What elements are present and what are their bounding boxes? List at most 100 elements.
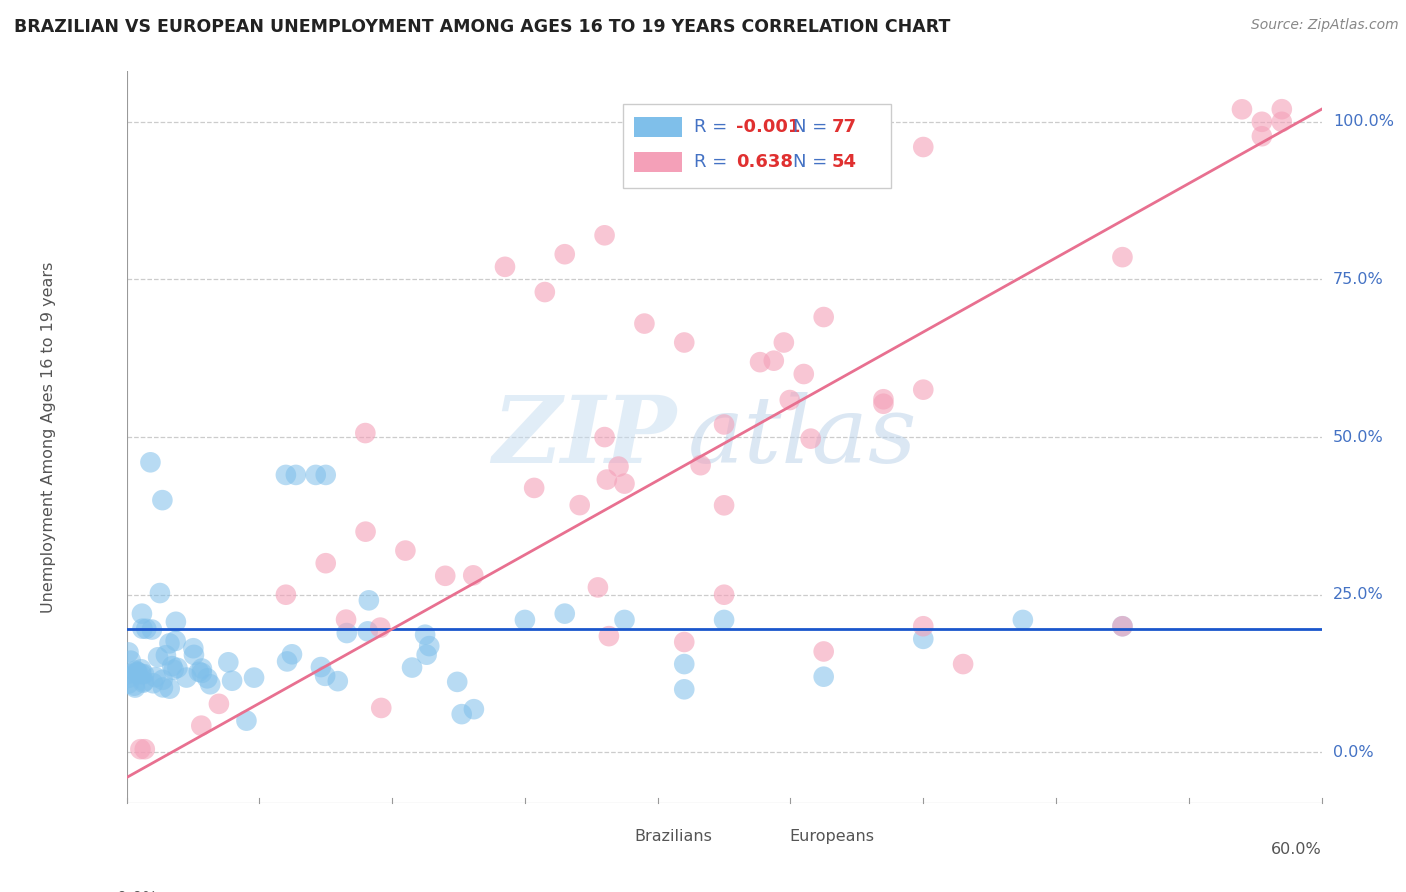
FancyBboxPatch shape — [623, 104, 891, 188]
Point — [912, 619, 935, 633]
Text: Unemployment Among Ages 16 to 19 years: Unemployment Among Ages 16 to 19 years — [41, 261, 56, 613]
Point — [191, 661, 214, 675]
FancyBboxPatch shape — [586, 826, 623, 847]
Text: 0.0%: 0.0% — [117, 890, 157, 892]
Text: 54: 54 — [831, 153, 856, 171]
Point — [129, 742, 152, 756]
Text: N =: N = — [793, 118, 834, 136]
Text: Source: ZipAtlas.com: Source: ZipAtlas.com — [1251, 18, 1399, 32]
Point — [127, 665, 149, 680]
Point — [762, 353, 785, 368]
Point — [357, 624, 380, 639]
Text: 75.0%: 75.0% — [1333, 272, 1384, 287]
Point — [124, 681, 146, 695]
Text: 77: 77 — [831, 118, 856, 136]
Point — [1230, 103, 1253, 117]
Point — [1111, 619, 1133, 633]
Text: 25.0%: 25.0% — [1333, 587, 1384, 602]
Point — [813, 644, 835, 658]
Point — [394, 543, 416, 558]
Point — [315, 556, 337, 570]
Point — [593, 430, 616, 444]
Point — [773, 335, 796, 350]
FancyBboxPatch shape — [634, 117, 682, 137]
Point — [159, 636, 181, 650]
Text: N =: N = — [793, 153, 834, 171]
Point — [673, 657, 696, 671]
Point — [586, 581, 609, 595]
Point — [1111, 619, 1133, 633]
Point — [872, 392, 894, 407]
Point — [354, 524, 377, 539]
Point — [124, 664, 146, 678]
Point — [336, 626, 359, 640]
Point — [131, 667, 153, 681]
Point — [129, 662, 152, 676]
Text: Europeans: Europeans — [790, 829, 875, 844]
Point — [713, 417, 735, 432]
Point — [607, 459, 630, 474]
Point — [401, 660, 423, 674]
Point — [1011, 613, 1033, 627]
Point — [181, 641, 204, 656]
Point — [200, 677, 222, 691]
Point — [131, 607, 153, 621]
Point — [598, 629, 620, 643]
Point — [117, 676, 139, 690]
Point — [463, 702, 485, 716]
Point — [800, 432, 823, 446]
Point — [513, 613, 536, 627]
Point — [176, 671, 198, 685]
Point — [463, 568, 485, 582]
Point — [315, 467, 337, 482]
Point — [1111, 250, 1133, 264]
Point — [139, 455, 162, 469]
Point — [415, 648, 437, 662]
Text: ZIP: ZIP — [492, 392, 676, 482]
Point — [314, 669, 336, 683]
Point — [434, 569, 457, 583]
Point — [813, 310, 835, 324]
Point — [418, 639, 440, 653]
Point — [1271, 102, 1294, 116]
Point — [673, 682, 696, 697]
Point — [125, 665, 148, 679]
Point — [125, 666, 148, 681]
Point — [523, 481, 546, 495]
Text: 100.0%: 100.0% — [1333, 114, 1393, 129]
Text: 0.0%: 0.0% — [1333, 745, 1374, 760]
Point — [221, 673, 243, 688]
Text: BRAZILIAN VS EUROPEAN UNEMPLOYMENT AMONG AGES 16 TO 19 YEARS CORRELATION CHART: BRAZILIAN VS EUROPEAN UNEMPLOYMENT AMONG… — [14, 18, 950, 36]
Point — [633, 317, 655, 331]
Point — [131, 622, 153, 636]
Point — [284, 467, 307, 482]
Point — [190, 719, 212, 733]
Point — [533, 285, 555, 299]
Point — [134, 742, 156, 756]
Point — [145, 670, 167, 684]
Point — [813, 670, 835, 684]
Point — [713, 499, 735, 513]
Point — [165, 615, 187, 629]
Point — [120, 654, 142, 668]
Point — [117, 666, 139, 681]
Point — [142, 676, 165, 690]
Point — [305, 467, 328, 482]
Point — [912, 632, 935, 646]
Point — [596, 473, 619, 487]
Point — [912, 140, 935, 154]
Point — [117, 645, 139, 659]
Point — [132, 667, 155, 681]
Point — [195, 671, 218, 685]
Point — [793, 367, 815, 381]
Point — [335, 613, 357, 627]
Point — [446, 674, 468, 689]
Point — [150, 493, 174, 508]
Text: 0.638: 0.638 — [737, 153, 793, 171]
Text: -0.001: -0.001 — [737, 118, 800, 136]
Point — [370, 701, 392, 715]
Point — [187, 665, 209, 679]
FancyBboxPatch shape — [742, 826, 778, 847]
Point — [1271, 115, 1294, 129]
Point — [141, 623, 163, 637]
